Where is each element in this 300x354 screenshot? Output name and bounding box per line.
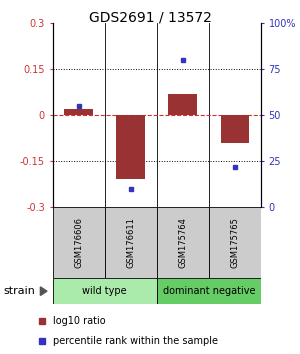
Text: log10 ratio: log10 ratio <box>53 316 106 326</box>
Text: GSM175765: GSM175765 <box>230 217 239 268</box>
Bar <box>52 278 157 304</box>
Polygon shape <box>40 287 47 296</box>
Bar <box>105 207 157 278</box>
Text: GSM176606: GSM176606 <box>74 217 83 268</box>
Bar <box>64 109 93 115</box>
Bar <box>157 278 261 304</box>
Text: dominant negative: dominant negative <box>163 286 255 296</box>
Text: wild type: wild type <box>82 286 127 296</box>
Bar <box>116 115 145 179</box>
Bar <box>209 207 261 278</box>
Text: GDS2691 / 13572: GDS2691 / 13572 <box>88 11 212 25</box>
Text: percentile rank within the sample: percentile rank within the sample <box>53 336 218 346</box>
Bar <box>157 207 209 278</box>
Bar <box>169 93 197 115</box>
Bar <box>52 207 105 278</box>
Text: GSM175764: GSM175764 <box>178 217 187 268</box>
Text: GSM176611: GSM176611 <box>126 217 135 268</box>
Text: strain: strain <box>3 286 35 296</box>
Bar <box>220 115 249 143</box>
